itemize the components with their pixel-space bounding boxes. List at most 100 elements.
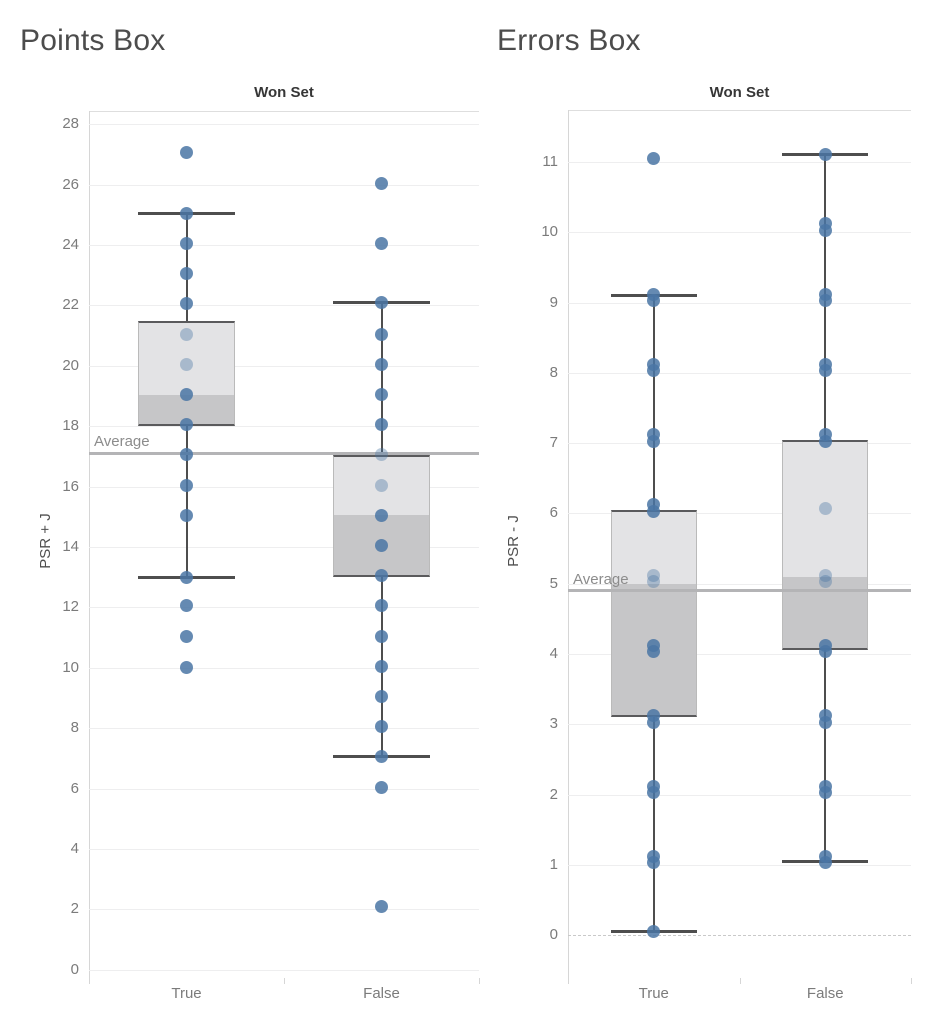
data-point[interactable]	[647, 434, 661, 448]
whisker-lower-true[interactable]	[652, 717, 655, 932]
data-point[interactable]	[818, 223, 832, 237]
whisker-upper-false[interactable]	[380, 302, 383, 455]
y-tick-label: 2	[549, 785, 558, 803]
data-point[interactable]	[375, 569, 388, 583]
data-point[interactable]	[180, 448, 193, 462]
data-point[interactable]	[375, 176, 388, 190]
data-point[interactable]	[375, 327, 388, 341]
data-point[interactable]	[647, 645, 661, 659]
data-point[interactable]	[180, 327, 193, 341]
data-point[interactable]	[375, 750, 388, 764]
y-tick-label: 4	[70, 840, 79, 858]
gridline	[568, 232, 911, 234]
data-point[interactable]	[375, 448, 388, 462]
data-point[interactable]	[375, 599, 388, 613]
whisker-lower-true[interactable]	[185, 426, 188, 578]
data-point[interactable]	[375, 899, 388, 913]
data-point[interactable]	[647, 504, 661, 518]
data-point[interactable]	[180, 508, 193, 522]
data-point[interactable]	[818, 148, 832, 162]
gridline	[89, 849, 479, 851]
gridline	[89, 486, 479, 488]
pane-top-border	[89, 111, 479, 112]
data-point[interactable]	[818, 645, 832, 659]
average-label: Average	[94, 433, 150, 451]
y-tick-label: 1	[549, 855, 558, 873]
data-point[interactable]	[647, 575, 661, 589]
data-point[interactable]	[818, 502, 832, 515]
data-point[interactable]	[375, 720, 388, 734]
box-upper-quartile-false[interactable]	[333, 456, 430, 516]
data-point[interactable]	[375, 659, 388, 673]
data-point[interactable]	[375, 295, 388, 309]
data-point[interactable]	[375, 418, 388, 432]
data-point[interactable]	[180, 629, 193, 643]
data-point[interactable]	[647, 856, 661, 870]
box-upper-quartile-true[interactable]	[138, 322, 235, 395]
data-point[interactable]	[647, 568, 661, 582]
data-point[interactable]	[375, 478, 388, 492]
box-upper-quartile-true[interactable]	[611, 511, 696, 584]
y-tick-label: 12	[62, 598, 79, 616]
x-axis-tick	[89, 978, 90, 984]
data-point[interactable]	[180, 418, 193, 432]
y-tick-label: 24	[62, 236, 79, 254]
y-tick-label: 14	[62, 538, 79, 556]
gridline	[89, 909, 479, 911]
data-point[interactable]	[818, 434, 832, 448]
data-point[interactable]	[180, 357, 193, 371]
gridline	[89, 667, 479, 669]
box-true[interactable]	[610, 509, 697, 718]
whisker-lower-false[interactable]	[824, 650, 827, 862]
gridline	[568, 372, 911, 374]
data-point[interactable]	[375, 629, 388, 643]
data-point[interactable]	[818, 575, 832, 589]
data-point[interactable]	[180, 388, 193, 402]
whisker-upper-true[interactable]	[652, 295, 655, 510]
category-label-false: False	[806, 985, 844, 1002]
y-tick-label: 18	[62, 417, 79, 435]
data-point[interactable]	[375, 690, 388, 704]
y-tick-label: 7	[549, 434, 558, 452]
data-point[interactable]	[375, 508, 388, 522]
gridline	[89, 184, 479, 186]
data-point[interactable]	[818, 785, 832, 799]
data-point[interactable]	[180, 267, 193, 281]
gridline	[568, 724, 911, 726]
data-point[interactable]	[375, 357, 388, 371]
data-point[interactable]	[375, 388, 388, 402]
data-point[interactable]	[180, 146, 193, 160]
data-point[interactable]	[375, 780, 388, 794]
whisker-upper-true[interactable]	[185, 213, 188, 321]
data-point[interactable]	[647, 715, 661, 729]
data-point[interactable]	[180, 237, 193, 251]
data-point[interactable]	[818, 293, 832, 307]
data-point[interactable]	[818, 364, 832, 378]
data-point[interactable]	[375, 237, 388, 251]
data-point[interactable]	[647, 785, 661, 799]
data-point[interactable]	[647, 293, 661, 307]
data-point[interactable]	[647, 925, 661, 939]
data-point[interactable]	[180, 661, 193, 675]
data-point[interactable]	[818, 568, 832, 582]
data-point[interactable]	[647, 151, 661, 165]
data-point[interactable]	[375, 539, 388, 553]
data-point[interactable]	[180, 599, 193, 613]
data-point[interactable]	[818, 856, 832, 870]
box-upper-quartile-false[interactable]	[783, 441, 868, 577]
x-axis-tick	[911, 978, 912, 984]
data-point[interactable]	[818, 715, 832, 729]
column-header-points: Won Set	[254, 84, 314, 101]
data-point[interactable]	[180, 478, 193, 492]
gridline	[89, 728, 479, 730]
box-false[interactable]	[332, 454, 431, 578]
box-false[interactable]	[782, 439, 869, 651]
data-point[interactable]	[180, 206, 193, 220]
y-tick-label: 26	[62, 175, 79, 193]
gridline	[568, 443, 911, 445]
data-point[interactable]	[180, 570, 193, 584]
data-point[interactable]	[180, 297, 193, 311]
box-lower-quartile-false[interactable]	[783, 576, 868, 649]
data-point[interactable]	[647, 364, 661, 378]
